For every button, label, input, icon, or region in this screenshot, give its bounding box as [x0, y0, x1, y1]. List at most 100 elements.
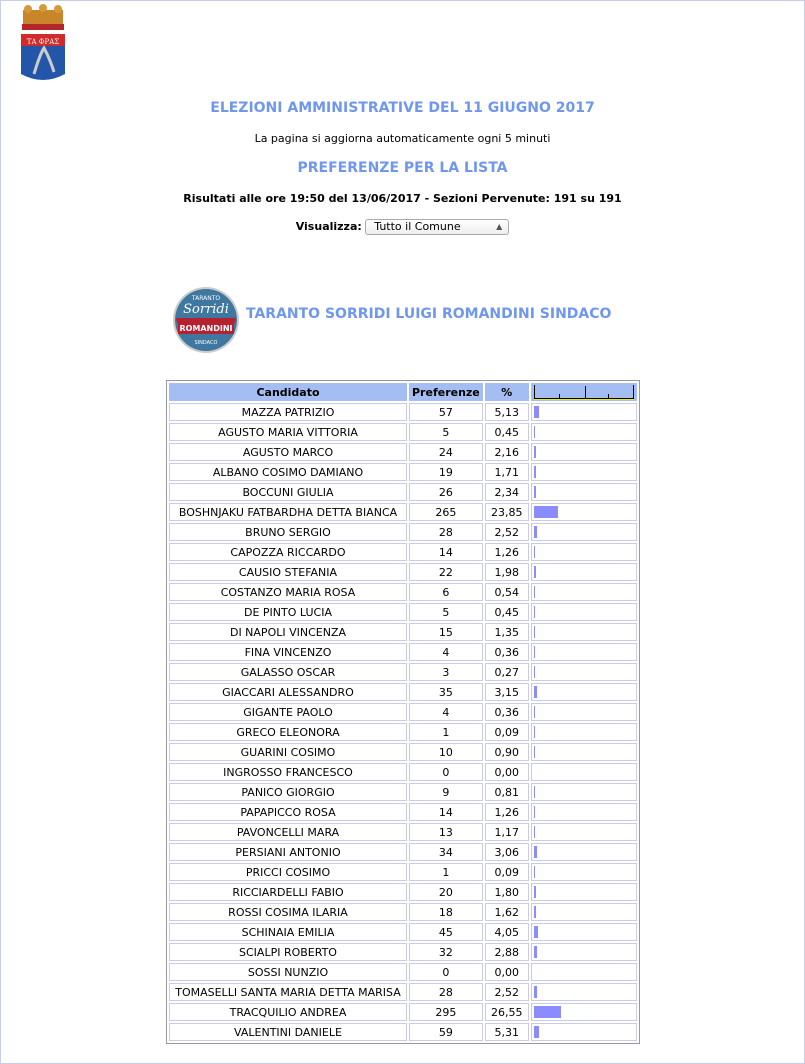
- percent-bar-cell: [530, 903, 637, 921]
- page-subtitle: PREFERENZE PER LA LISTA: [297, 160, 508, 176]
- percent-bar-cell: [530, 783, 637, 801]
- percent-value: 2,34: [484, 483, 529, 501]
- col-bar-scale: [530, 383, 637, 401]
- table-row: COSTANZO MARIA ROSA 6 0,54: [169, 583, 637, 601]
- view-select-value: Tutto il Comune: [374, 220, 461, 233]
- preferences-count: 34: [409, 843, 483, 861]
- percent-bar-cell: [530, 1003, 637, 1021]
- percent-bar: [533, 446, 536, 458]
- preferences-count: 9: [409, 783, 483, 801]
- percent-value: 23,85: [484, 503, 529, 521]
- preferences-count: 6: [409, 583, 483, 601]
- candidate-name: ROSSI COSIMA ILARIA: [169, 903, 407, 921]
- preferences-count: 265: [409, 503, 483, 521]
- candidate-name: SCIALPI ROBERTO: [169, 943, 407, 961]
- candidate-name: GIACCARI ALESSANDRO: [169, 683, 407, 701]
- percent-bar: [533, 866, 535, 878]
- table-row: GUARINI COSIMO 10 0,90: [169, 743, 637, 761]
- preferences-count: 4: [409, 703, 483, 721]
- col-candidato: Candidato: [169, 383, 407, 401]
- col-percent: %: [484, 383, 529, 401]
- preferences-count: 14: [409, 803, 483, 821]
- percent-bar: [533, 806, 535, 818]
- percent-bar-cell: [530, 623, 637, 641]
- percent-bar-cell: [530, 743, 637, 761]
- percent-bar-cell: [530, 503, 637, 521]
- percent-value: 0,54: [484, 583, 529, 601]
- percent-bar: [533, 486, 536, 498]
- percent-bar-cell: [530, 523, 637, 541]
- percent-bar: [533, 946, 537, 958]
- percent-value: 1,71: [484, 463, 529, 481]
- percent-bar-cell: [530, 643, 637, 661]
- percent-bar-cell: [530, 923, 637, 941]
- table-row: FINA VINCENZO 4 0,36: [169, 643, 637, 661]
- candidate-name: PRICCI COSIMO: [169, 863, 407, 881]
- percent-value: 2,52: [484, 523, 529, 541]
- percent-bar: [533, 1026, 539, 1038]
- candidate-name: GALASSO OSCAR: [169, 663, 407, 681]
- percent-value: 0,45: [484, 423, 529, 441]
- table-row: CAPOZZA RICCARDO 14 1,26: [169, 543, 637, 561]
- preferences-count: 295: [409, 1003, 483, 1021]
- scale-tick: [607, 394, 609, 398]
- percent-value: 4,05: [484, 923, 529, 941]
- percent-value: 0,81: [484, 783, 529, 801]
- percent-bar-cell: [530, 703, 637, 721]
- percent-bar-cell: [530, 963, 637, 981]
- percent-value: 26,55: [484, 1003, 529, 1021]
- table-row: ROSSI COSIMA ILARIA 18 1,62: [169, 903, 637, 921]
- table-row: AGUSTO MARCO 24 2,16: [169, 443, 637, 461]
- percent-bar-cell: [530, 1023, 637, 1041]
- percent-bar: [533, 746, 535, 758]
- preferences-count: 3: [409, 663, 483, 681]
- preferences-count: 0: [409, 963, 483, 981]
- percent-bar-cell: [530, 943, 637, 961]
- percent-value: 0,09: [484, 863, 529, 881]
- table-row: GALASSO OSCAR 3 0,27: [169, 663, 637, 681]
- preferences-count: 45: [409, 923, 483, 941]
- table-row: PANICO GIORGIO 9 0,81: [169, 783, 637, 801]
- preferences-count: 1: [409, 723, 483, 741]
- candidate-name: PAVONCELLI MARA: [169, 823, 407, 841]
- preferences-count: 28: [409, 983, 483, 1001]
- candidate-name: CAPOZZA RICCARDO: [169, 543, 407, 561]
- percent-value: 0,45: [484, 603, 529, 621]
- results-info: Risultati alle ore 19:50 del 13/06/2017 …: [183, 192, 622, 205]
- percent-value: 2,16: [484, 443, 529, 461]
- table-row: GIACCARI ALESSANDRO 35 3,15: [169, 683, 637, 701]
- percent-value: 0,09: [484, 723, 529, 741]
- percent-value: 0,00: [484, 963, 529, 981]
- results-table: Candidato Preferenze % MAZZA PATRIZIO 57 5…: [166, 380, 640, 1044]
- candidate-name: GIGANTE PAOLO: [169, 703, 407, 721]
- candidate-name: BRUNO SERGIO: [169, 523, 407, 541]
- table-row: AGUSTO MARIA VITTORIA 5 0,45: [169, 423, 637, 441]
- view-label: Visualizza:: [295, 220, 362, 233]
- table-row: CAUSIO STEFANIA 22 1,98: [169, 563, 637, 581]
- percent-bar: [533, 986, 537, 998]
- percent-value: 0,27: [484, 663, 529, 681]
- percent-bar: [533, 686, 537, 698]
- candidate-name: DI NAPOLI VINCENZA: [169, 623, 407, 641]
- view-select[interactable]: Tutto il Comune ▲: [365, 219, 510, 235]
- svg-text:ΤΑ ΦΡΑΣ: ΤΑ ΦΡΑΣ: [27, 38, 59, 46]
- percent-bar-cell: [530, 863, 637, 881]
- table-row: MAZZA PATRIZIO 57 5,13: [169, 403, 637, 421]
- candidate-name: INGROSSO FRANCESCO: [169, 763, 407, 781]
- percent-value: 0,00: [484, 763, 529, 781]
- percent-value: 1,62: [484, 903, 529, 921]
- preferences-count: 1: [409, 863, 483, 881]
- percent-bar: [533, 706, 535, 718]
- refresh-note: La pagina si aggiorna automaticamente og…: [254, 132, 551, 145]
- table-row: BOCCUNI GIULIA 26 2,34: [169, 483, 637, 501]
- percent-bar: [533, 826, 535, 838]
- candidate-name: TOMASELLI SANTA MARIA DETTA MARISA: [169, 983, 407, 1001]
- preferences-count: 14: [409, 543, 483, 561]
- percent-value: 1,35: [484, 623, 529, 641]
- preferences-count: 57: [409, 403, 483, 421]
- candidate-name: FINA VINCENZO: [169, 643, 407, 661]
- candidate-name: MAZZA PATRIZIO: [169, 403, 407, 421]
- svg-text:SINDACO: SINDACO: [195, 340, 218, 346]
- table-row: TRACQUILIO ANDREA 295 26,55: [169, 1003, 637, 1021]
- percent-bar: [533, 886, 536, 898]
